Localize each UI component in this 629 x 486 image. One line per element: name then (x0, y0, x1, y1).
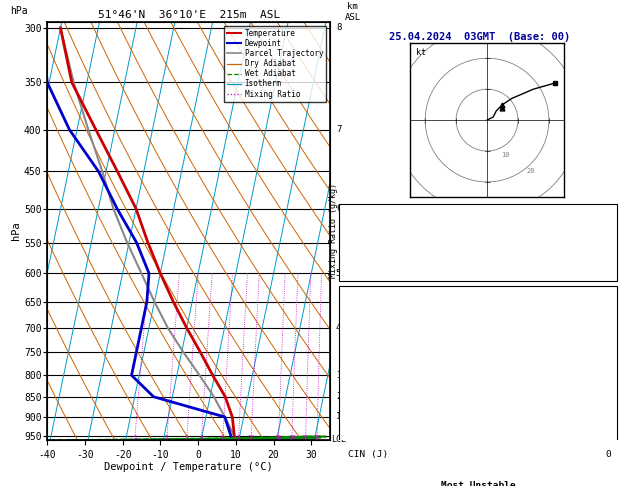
Text: K: K (348, 212, 353, 221)
Text: 6: 6 (221, 435, 225, 440)
Text: Temp (°C): Temp (°C) (348, 321, 399, 330)
Text: 1: 1 (336, 413, 342, 421)
Text: 2: 2 (336, 392, 342, 401)
Text: 4: 4 (199, 435, 203, 440)
Text: -1: -1 (600, 212, 611, 221)
Text: 20: 20 (526, 168, 535, 174)
Text: 1.29: 1.29 (588, 264, 611, 273)
Text: 301: 301 (594, 373, 611, 382)
Text: 50: 50 (600, 238, 611, 247)
Text: kt: kt (416, 48, 426, 57)
Text: 7.7: 7.7 (594, 347, 611, 356)
Text: Surface: Surface (458, 295, 498, 304)
Text: 9: 9 (606, 399, 611, 408)
Text: 10: 10 (501, 152, 510, 158)
FancyBboxPatch shape (340, 286, 617, 468)
Text: CIN (J): CIN (J) (348, 451, 388, 459)
Text: 25.04.2024  03GMT  (Base: 00): 25.04.2024 03GMT (Base: 00) (389, 32, 571, 42)
Text: 8: 8 (336, 23, 342, 33)
X-axis label: Dewpoint / Temperature (°C): Dewpoint / Temperature (°C) (104, 462, 273, 472)
FancyBboxPatch shape (340, 204, 617, 281)
Text: hPa: hPa (10, 6, 28, 16)
Text: 4: 4 (336, 324, 342, 332)
Text: 6: 6 (336, 204, 342, 213)
Text: θₑ(K): θₑ(K) (348, 373, 377, 382)
Text: 0: 0 (606, 451, 611, 459)
Text: Dewp (°C): Dewp (°C) (348, 347, 399, 356)
Text: Mixing Ratio (g/kg): Mixing Ratio (g/kg) (329, 183, 338, 278)
Text: 7: 7 (336, 125, 342, 134)
Text: 1: 1 (133, 435, 136, 440)
Text: 8: 8 (237, 435, 240, 440)
Text: 16: 16 (275, 435, 282, 440)
Text: CAPE (J): CAPE (J) (348, 424, 394, 434)
Text: 8.6: 8.6 (594, 321, 611, 330)
Y-axis label: km
ASL: km ASL (345, 2, 361, 22)
Text: 5: 5 (336, 269, 342, 278)
Y-axis label: hPa: hPa (11, 222, 21, 240)
Text: 10: 10 (247, 435, 255, 440)
Text: Most Unstable: Most Unstable (441, 481, 516, 486)
Text: 3: 3 (336, 371, 342, 380)
Legend: Temperature, Dewpoint, Parcel Trajectory, Dry Adiabat, Wet Adiabat, Isotherm, Mi: Temperature, Dewpoint, Parcel Trajectory… (224, 26, 326, 102)
Text: PW (cm): PW (cm) (348, 264, 388, 273)
Text: 25: 25 (302, 435, 309, 440)
FancyBboxPatch shape (340, 473, 617, 486)
Text: 20: 20 (288, 435, 296, 440)
Title: 51°46'N  36°10'E  215m  ASL: 51°46'N 36°10'E 215m ASL (97, 10, 280, 20)
Text: Lifted Index: Lifted Index (348, 399, 417, 408)
Text: 3: 3 (185, 435, 189, 440)
Text: LCL: LCL (331, 435, 346, 444)
Text: Totals Totals: Totals Totals (348, 238, 423, 247)
Text: 0: 0 (606, 424, 611, 434)
Text: 30: 30 (313, 435, 321, 440)
Text: © weatheronline.co.uk: © weatheronline.co.uk (423, 426, 536, 435)
Text: 2: 2 (165, 435, 169, 440)
